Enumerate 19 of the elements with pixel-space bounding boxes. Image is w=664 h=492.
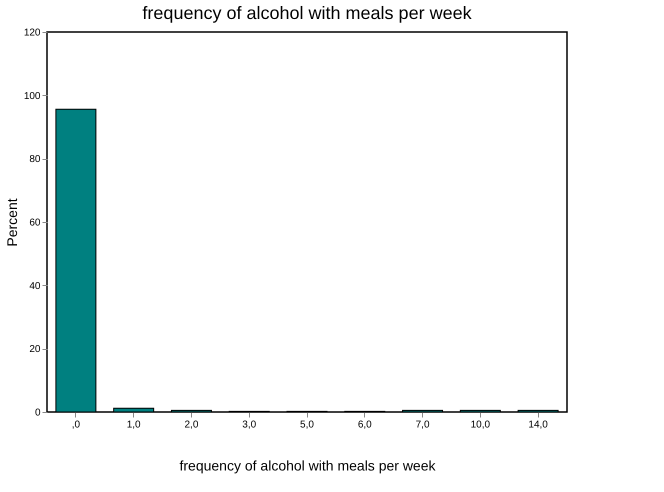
x-tick-label: 1,0 [126, 420, 142, 430]
chart-title: frequency of alcohol with meals per week [142, 3, 473, 23]
x-tick-label: 7,0 [416, 420, 430, 430]
x-tick-label: 10,0 [470, 420, 490, 430]
x-tick-label: 6,0 [358, 420, 372, 430]
x-tick-label: 14,0 [528, 420, 548, 430]
y-tick-label: 20 [29, 344, 41, 356]
x-tick-label: 2,0 [184, 420, 199, 430]
x-tick-label: 3,0 [242, 420, 257, 430]
y-tick-label: 120 [24, 28, 41, 38]
y-tick-label: 60 [29, 218, 41, 228]
y-tick-label: 40 [29, 280, 41, 292]
x-tick-label: 5,0 [300, 420, 314, 430]
y-tick-label: 100 [24, 90, 41, 102]
x-axis-title: frequency of alcohol with meals per week [179, 458, 437, 474]
y-axis-title: Percent [4, 198, 20, 247]
y-tick-label: 80 [29, 154, 41, 166]
x-tick-label: ,0 [72, 420, 80, 430]
y-tick-label: 0 [34, 408, 41, 418]
